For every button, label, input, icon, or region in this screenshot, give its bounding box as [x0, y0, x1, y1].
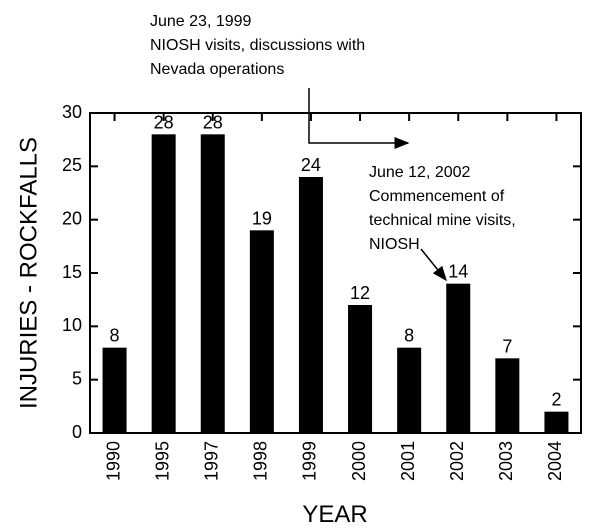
- x-tick-label: 2002: [447, 441, 467, 481]
- annotation-arrow: [420, 248, 447, 282]
- x-tick-label: 2004: [545, 441, 565, 481]
- y-tick-label: 20: [62, 208, 82, 228]
- annotation: June 23, 1999: [150, 13, 252, 30]
- bar: [102, 347, 127, 433]
- bar: [151, 134, 176, 434]
- y-tick-label: 30: [62, 102, 82, 122]
- value-label: 7: [502, 336, 512, 356]
- annotation-arrow: [308, 88, 410, 149]
- x-tick-label: 2003: [496, 441, 516, 481]
- y-axis-title: INJURIES - ROCKFALLS: [15, 137, 42, 409]
- value-label: 12: [350, 283, 370, 303]
- x-axis-title: YEAR: [302, 501, 367, 528]
- x-tick-label: 1998: [251, 441, 271, 481]
- x-tick-label: 1990: [103, 441, 123, 481]
- annotation: NIOSH: [369, 236, 420, 253]
- x-tick-label: 2001: [398, 441, 418, 481]
- bar: [446, 283, 471, 433]
- value-label: 24: [301, 155, 321, 175]
- bar: [298, 177, 323, 433]
- annotation: Nevada operations: [150, 61, 284, 78]
- y-tick-label: 10: [62, 315, 82, 335]
- value-label: 28: [154, 112, 174, 132]
- bar: [495, 358, 520, 433]
- bar: [544, 411, 569, 433]
- x-tick-label: 1995: [152, 441, 172, 481]
- annotation: NIOSH visits, discussions with: [150, 37, 365, 54]
- value-label: 19: [252, 208, 272, 228]
- value-label: 8: [110, 326, 120, 346]
- bar: [249, 230, 274, 433]
- annotation: technical mine visits,: [369, 212, 516, 229]
- value-label: 28: [203, 112, 223, 132]
- y-tick-label: 5: [72, 368, 82, 388]
- value-label: 8: [404, 326, 414, 346]
- annotation: Commencement of: [369, 188, 505, 205]
- bar: [348, 305, 373, 433]
- bar: [397, 347, 422, 433]
- x-tick-label: 2000: [349, 441, 369, 481]
- x-tick-label: 1997: [202, 441, 222, 481]
- bar: [200, 134, 225, 434]
- y-tick-label: 25: [62, 155, 82, 175]
- y-tick-label: 0: [72, 422, 82, 442]
- y-tick-label: 15: [62, 262, 82, 282]
- value-label: 14: [448, 262, 468, 282]
- value-label: 2: [551, 390, 561, 410]
- x-tick-label: 1999: [300, 441, 320, 481]
- annotation: June 12, 2002: [369, 164, 471, 181]
